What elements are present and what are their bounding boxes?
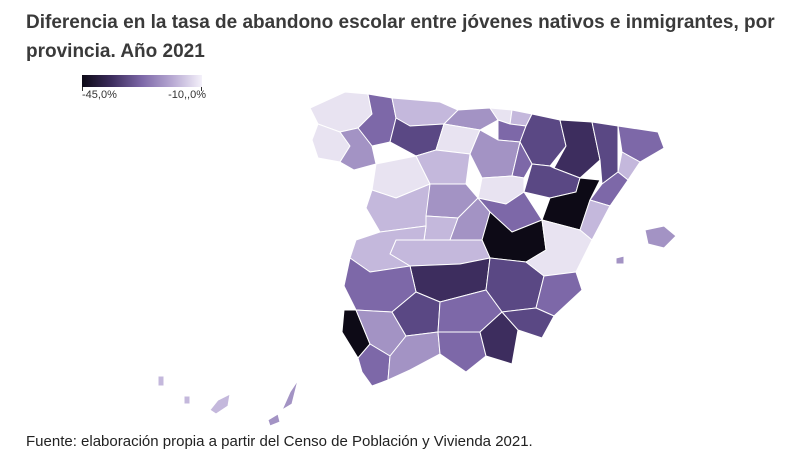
province-almeria[interactable] [479,311,519,365]
province-santa-cruz-de-tenerife[interactable] [157,375,231,415]
province-ourense[interactable] [339,127,377,171]
province-cantabria[interactable] [443,107,499,131]
province-granada[interactable] [437,331,487,373]
legend-tick-max [201,87,202,91]
province-las-palmas[interactable] [267,379,299,427]
province-girona[interactable] [617,125,665,163]
spain-province-map [157,91,680,427]
legend-gradient-bar [82,75,202,87]
color-legend: -45,0% -10,,0% [82,75,206,107]
province-tarragona[interactable] [589,171,629,207]
province-valladolid[interactable] [415,149,471,185]
source-note: Fuente: elaboración propia a partir del … [26,433,533,450]
legend-tick-min [82,87,83,91]
province-alicante[interactable] [535,271,583,317]
province-baleares[interactable] [615,222,680,265]
legend-max-label: -10,,0% [168,89,206,101]
province-murcia[interactable] [501,307,555,339]
legend-min-label: -45,0% [82,89,117,101]
chart-title: Diferencia en la tasa de abandono escola… [26,12,775,62]
